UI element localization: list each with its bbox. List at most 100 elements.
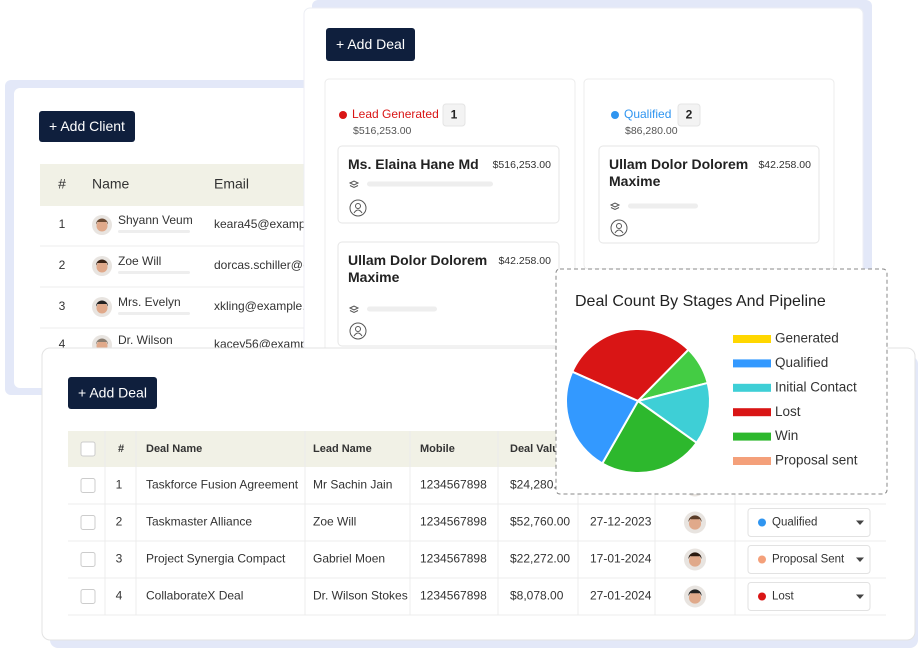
legend-label: Proposal sent [775, 453, 858, 468]
deal-title-box: Ullam Dolor Dolorem Maxime [348, 252, 488, 285]
placeholder-bar [118, 271, 190, 274]
cell: 4 [59, 337, 66, 351]
legend-swatch [733, 359, 771, 368]
status-select[interactable] [747, 545, 871, 574]
row-checkbox[interactable] [80, 515, 96, 530]
button-bg[interactable] [68, 377, 157, 409]
column-header: Lead Name [313, 443, 372, 455]
cell: 1 [59, 217, 66, 231]
avatar-face [96, 220, 108, 232]
stack-icon [348, 305, 360, 314]
cell: Project Synergia Compact [146, 552, 286, 566]
cell: 2 [59, 258, 66, 272]
user-icon [349, 199, 367, 217]
deal-amount: $42.258.00 [758, 159, 811, 171]
user-icon-head [355, 326, 361, 332]
avatar-hair [688, 552, 702, 559]
button-bg[interactable] [39, 111, 135, 142]
cell: 2 [116, 515, 123, 529]
cell: $52,760.00 [510, 515, 570, 529]
header-checkbox[interactable] [80, 441, 96, 457]
user-icon [349, 322, 367, 340]
status-label: Qualified [772, 517, 817, 529]
button-bg[interactable] [326, 28, 415, 61]
placeholder-bar [118, 230, 190, 233]
caret [856, 594, 864, 599]
client-card [14, 88, 314, 388]
legend-label: Win [775, 428, 798, 443]
user-icon-head [616, 223, 622, 229]
placeholder-bar [628, 203, 698, 209]
user-icon-head [355, 203, 361, 209]
avatar-hair [96, 218, 108, 225]
avatar-hair [96, 300, 108, 307]
count-badge [442, 103, 466, 127]
stage-total: $516,253.00 [353, 125, 412, 137]
legend-swatch [733, 457, 771, 465]
cell: 3 [59, 299, 66, 313]
avatar-face [688, 591, 702, 604]
legend-swatch [733, 432, 771, 441]
status-dot [758, 555, 766, 564]
cell: Zoe Will [118, 254, 161, 268]
chart-title: Deal Count By Stages And Pipeline [575, 293, 826, 310]
stage-dot [339, 111, 347, 119]
legend-label: Qualified [775, 355, 828, 370]
avatar-face [688, 517, 702, 530]
cell: 1 [116, 478, 123, 492]
cell: Shyann Veum [118, 213, 193, 227]
row-checkbox[interactable] [80, 478, 96, 493]
column-header: Email [214, 176, 249, 192]
cell: keara45@examp [214, 217, 306, 231]
count: 1 [451, 108, 458, 122]
count: 2 [686, 108, 693, 122]
stack-icon [348, 180, 360, 189]
button-label[interactable]: + Add Deal [336, 36, 405, 52]
stage-name: Lead Generated [352, 107, 439, 121]
avatar-hair [688, 515, 702, 522]
cell: $22,272.00 [510, 552, 570, 566]
cell: 27-01-2024 [590, 589, 652, 603]
legend-swatch [733, 335, 771, 343]
legend-label: Generated [775, 331, 839, 346]
status-select[interactable] [747, 508, 871, 537]
placeholder-bar [367, 181, 493, 187]
cell: Dr. Wilson [118, 333, 173, 347]
column-header: # [118, 443, 124, 455]
row-checkbox[interactable] [80, 589, 96, 604]
avatar-face [96, 302, 108, 314]
stack-icon [609, 202, 621, 211]
avatar-face [96, 261, 108, 273]
placeholder-bar [367, 306, 437, 312]
cell: dorcas.schiller@e [214, 258, 310, 272]
legend-swatch [733, 383, 771, 392]
deal-title: Ullam Dolor Dolorem Maxime [348, 252, 488, 285]
button-label[interactable]: + Add Deal [78, 385, 147, 401]
status-label: Proposal Sent [772, 554, 845, 566]
pie-slice [570, 328, 690, 403]
cell: Mr Sachin Jain [313, 478, 392, 492]
column-header: Deal Name [146, 443, 202, 455]
caret [856, 520, 864, 525]
status-dot [758, 518, 766, 527]
table-header [40, 164, 310, 206]
cell: 1234567898 [420, 515, 487, 529]
deal-card[interactable] [598, 145, 820, 244]
button-label[interactable]: + Add Client [49, 118, 125, 134]
user-icon [610, 219, 628, 237]
deal-amount: $42.258.00 [498, 255, 551, 267]
pie-slice [600, 399, 698, 474]
status-label: Lost [772, 591, 795, 603]
status-dot [758, 592, 766, 601]
avatar-hair [96, 259, 108, 266]
deal-title-box: Ms. Elaina Hane Md [348, 156, 479, 172]
avatar-hair [688, 589, 702, 596]
cell: xkling@example. [214, 299, 306, 313]
row-checkbox[interactable] [80, 552, 96, 567]
deal-amount: $516,253.00 [493, 159, 552, 171]
cell: 1234567898 [420, 478, 487, 492]
status-select[interactable] [747, 582, 871, 611]
cell: $24,280.00 [510, 478, 570, 492]
user-icon-body [353, 209, 363, 214]
